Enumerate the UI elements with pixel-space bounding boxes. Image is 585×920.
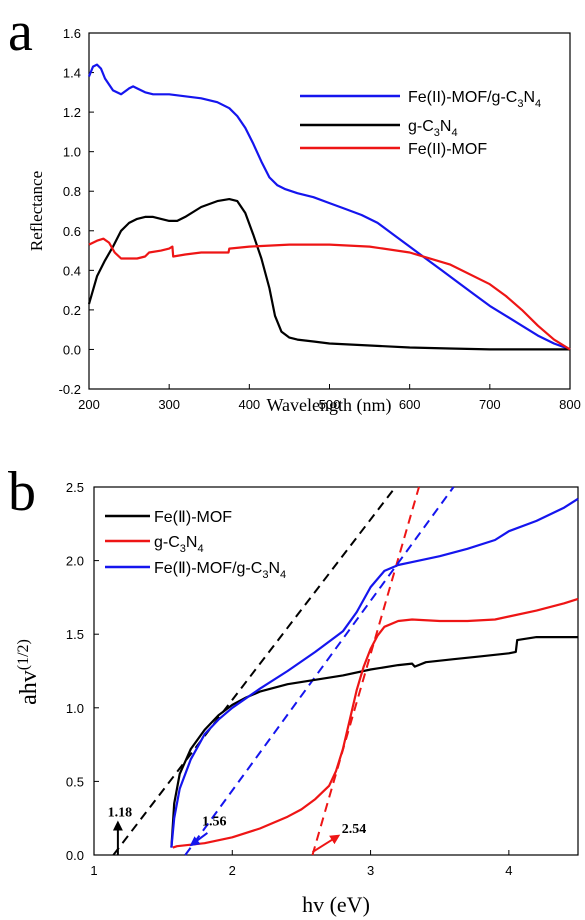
legend-label-gc3n4-b: g-C3N4	[154, 534, 204, 555]
panel-a-series-group	[87, 63, 571, 351]
a-y-tick-label: 1.6	[63, 26, 81, 41]
series-line-Fe(II)-MOF	[88, 237, 571, 351]
b-y-tick-label: 0.0	[66, 848, 84, 863]
panel-a-legend: Fe(II)-MOF/g-C3N4 g-C3N4 Fe(II)-MOF	[300, 89, 541, 158]
panel-b-label: b	[8, 461, 36, 523]
panel-b-plot-frame	[93, 486, 579, 856]
series-line-Fe(Ⅱ)-MOF	[170, 635, 578, 848]
panel-a-y-axis-label: Reflectance	[27, 171, 46, 251]
series-line-Fe(Ⅱ)-MOF/g-C3N4	[170, 497, 579, 848]
a-y-tick-label: 0.0	[63, 342, 81, 357]
annotation-label-1: 1.18	[108, 806, 133, 821]
panel-b-annotations: 1.18 1.56 2.54	[108, 806, 367, 855]
legend-label-femof-b: Fe(Ⅱ)-MOF	[154, 509, 232, 526]
annotation-label-2: 1.56	[202, 815, 227, 830]
b-y-tick-label: 2.5	[66, 480, 84, 495]
legend-label-composite: Fe(II)-MOF/g-C3N4	[408, 89, 541, 110]
panel-a-y-axis: -0.2 0.0 0.2 0.4 0.6 0.8 1.0 1.2 1.4 1.6	[59, 26, 94, 397]
b-y-tick-label: 1.0	[66, 701, 84, 716]
panel-a-label: a	[8, 1, 33, 63]
a-y-tick-label: 0.2	[63, 303, 81, 318]
panel-b-legend: Fe(Ⅱ)-MOF g-C3N4 Fe(Ⅱ)-MOF/g-C3N4	[105, 509, 286, 581]
svg-text:ahv(1/2): ahv(1/2)	[15, 639, 42, 705]
panel-b: b 0.0 0.5 1.0 1.5 2.0 2.5 1 2 3 4 1.18 1.56 2.54 h…	[8, 461, 579, 917]
a-x-tick-label: 400	[238, 397, 260, 412]
a-y-tick-label: 0.8	[63, 184, 81, 199]
b-y-tick-label: 2.0	[66, 554, 84, 569]
series-line-g-C3N4	[87, 198, 570, 351]
legend-label-gc3n4: g-C3N4	[408, 118, 458, 139]
series-line-Fe(II)-MOF/g-C3N4	[87, 63, 571, 351]
b-y-tick-label: 0.5	[66, 774, 84, 789]
a-y-tick-label: 1.2	[63, 105, 81, 120]
a-y-tick-label: 1.4	[63, 66, 81, 81]
panel-b-y-axis-label-main: ahv	[16, 670, 42, 705]
b-y-tick-label: 1.5	[66, 627, 84, 642]
a-y-tick-label: 0.4	[63, 263, 81, 278]
annotation-arrow-3	[311, 834, 341, 853]
b-x-tick-label: 4	[505, 863, 512, 878]
panel-a: a -0.2 0.0 0.2 0.4 0.6 0.8 1.0 1.2 1.4 1.6 200 300…	[8, 1, 581, 416]
b-x-tick-label: 3	[367, 863, 374, 878]
annotation-label-3: 2.54	[342, 822, 367, 837]
fit-line-1	[311, 486, 420, 856]
legend-label-composite-b: Fe(Ⅱ)-MOF/g-C3N4	[154, 560, 286, 581]
panel-b-series-group	[170, 497, 579, 849]
a-x-tick-label: 500	[319, 397, 341, 412]
panel-b-x-axis-label: hv (eV)	[302, 892, 370, 917]
a-x-tick-label: 600	[399, 397, 421, 412]
b-x-tick-label: 1	[90, 863, 97, 878]
a-x-tick-label: 700	[479, 397, 501, 412]
panel-b-y-axis: 0.0 0.5 1.0 1.5 2.0 2.5	[66, 480, 99, 863]
series-line-g-C3N4	[172, 597, 579, 849]
fit-line-2	[184, 486, 455, 856]
a-y-tick-label: -0.2	[59, 382, 81, 397]
legend-label-femof: Fe(II)-MOF	[408, 141, 487, 158]
a-y-tick-label: 1.0	[63, 145, 81, 160]
panel-b-y-axis-label: ahv(1/2)	[15, 639, 42, 705]
a-x-tick-label: 300	[158, 397, 180, 412]
panel-b-x-axis: 1 2 3 4	[90, 850, 512, 878]
panel-b-fit-lines	[112, 486, 455, 856]
a-x-tick-label: 200	[78, 397, 100, 412]
panel-a-x-axis: 200 300 400 500 600 700 800	[78, 384, 581, 412]
panel-a-plot-frame	[88, 32, 571, 390]
a-y-tick-label: 0.6	[63, 224, 81, 239]
annotation-arrow-2	[189, 832, 208, 847]
fit-line-0	[112, 486, 397, 856]
b-x-tick-label: 2	[229, 863, 236, 878]
panel-a-x-axis-label: Wavelength (nm)	[266, 395, 391, 416]
panel-b-y-axis-label-sup: (1/2)	[15, 639, 32, 670]
a-x-tick-label: 800	[559, 397, 581, 412]
